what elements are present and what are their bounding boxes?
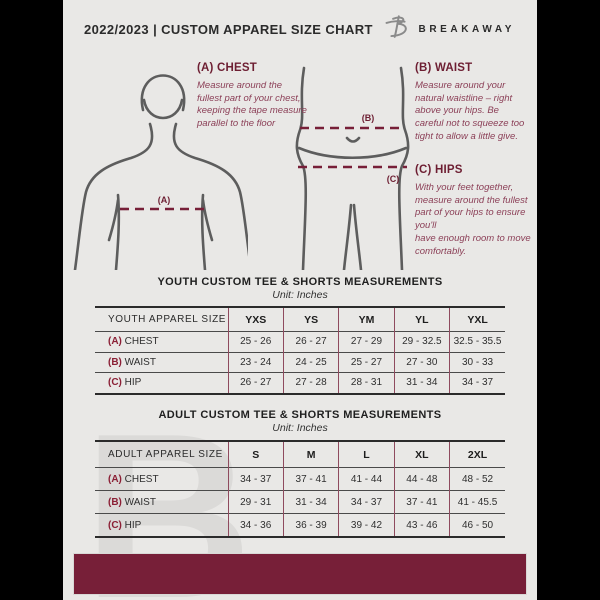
brand-name: BREAKAWAY: [418, 23, 515, 35]
page-title: 2022/2023 | CUSTOM APPAREL SIZE CHART: [84, 21, 373, 37]
hips-line-label: (C): [387, 174, 400, 184]
waist-line-label: (B): [362, 113, 375, 123]
measurement-value: 44 - 48: [393, 467, 450, 491]
measurement-value: 29 - 31: [227, 490, 284, 514]
size-column-header: S: [227, 441, 284, 468]
hips-measure-line: (C): [298, 165, 407, 184]
measurement-value: 25 - 27: [338, 352, 395, 373]
measurement-value: 41 - 45.5: [449, 490, 505, 514]
header: 2022/2023 | CUSTOM APPAREL SIZE CHART BR…: [84, 14, 515, 44]
measurement-diagrams: (A) (B) (C): [63, 58, 537, 270]
measurement-value: 27 - 28: [282, 372, 339, 394]
footer-bar: [73, 553, 527, 595]
measurement-value: 27 - 30: [393, 352, 450, 373]
measurement-label: (A) CHEST: [108, 473, 159, 485]
measurement-value: 31 - 34: [393, 372, 450, 394]
measurement-label: (A) CHEST: [108, 336, 159, 348]
measurement-value: 26 - 27: [227, 372, 284, 394]
size-column-header: 2XL: [449, 441, 505, 468]
measurement-value: 30 - 33: [449, 352, 505, 373]
size-column-header: YXS: [227, 307, 284, 332]
hips-heading: (C) HIPS: [415, 164, 463, 176]
measurement-prefix: (B): [108, 356, 122, 368]
measurement-value: 28 - 31: [338, 372, 395, 394]
measurement-prefix: (A): [108, 336, 122, 348]
measurement-value: 31 - 34: [282, 490, 339, 514]
measurement-value: 37 - 41: [393, 490, 450, 514]
adult-size-table: ADULT APPAREL SIZE S M L XL 2XL (A) CHEST 34 - …: [95, 440, 505, 538]
measurement-row: (B) WAIST 29 - 31 31 - 34 34 - 37 37 - 41 41 …: [95, 490, 505, 514]
measurement-row: (B) WAIST 23 - 24 24 - 25 25 - 27 27 - 30 30 …: [95, 352, 505, 373]
measurement-label: (C) HIP: [108, 377, 142, 389]
waist-note: (B) WAIST Measure around your natural wa…: [415, 62, 529, 144]
measurement-value: 23 - 24: [227, 352, 284, 373]
chest-measure-line: (A): [120, 195, 209, 211]
measurement-prefix: (C): [108, 377, 122, 389]
waist-measure-line: (B): [300, 113, 405, 130]
size-table-row-header: ADULT APPAREL SIZE: [108, 449, 223, 460]
measurement-value: 48 - 52: [449, 467, 505, 491]
hips-instructions: With your feet together, measure around …: [415, 182, 531, 257]
youth-unit-label: Unit: Inches: [272, 289, 328, 301]
measurement-value: 43 - 46: [393, 513, 450, 537]
brand-lockup: BREAKAWAY: [384, 14, 516, 45]
measurement-value: 27 - 29: [338, 331, 395, 352]
measurement-value: 26 - 27: [282, 331, 339, 352]
breakaway-b-logo-icon: [384, 14, 412, 45]
measurement-value: 34 - 36: [227, 513, 284, 537]
measurement-value: 34 - 37: [449, 372, 505, 394]
waist-heading: (B) WAIST: [415, 62, 473, 74]
adult-section-title: ADULT CUSTOM TEE & SHORTS MEASUREMENTS: [158, 409, 442, 421]
measurement-value: 32.5 - 35.5: [449, 331, 505, 352]
waist-instructions: Measure around your natural waistline – …: [415, 80, 525, 142]
size-column-header: M: [282, 441, 339, 468]
adult-unit-label: Unit: Inches: [272, 422, 328, 434]
chest-heading: (A) CHEST: [197, 62, 257, 74]
measurement-value: 41 - 44: [338, 467, 395, 491]
measurement-row: (A) CHEST 25 - 26 26 - 27 27 - 29 29 - 32.5 3…: [95, 331, 505, 352]
measurement-value: 29 - 32.5: [393, 331, 450, 352]
upper-body-figure: (A): [73, 74, 248, 270]
measurement-label: (B) WAIST: [108, 496, 156, 508]
youth-size-table: YOUTH APPAREL SIZE YXS YS YM YL YXL (A) CHEST 2…: [95, 306, 505, 395]
size-column-header: YS: [282, 307, 339, 332]
size-column-header: YM: [338, 307, 395, 332]
chest-instructions: Measure around the fullest part of your …: [197, 80, 307, 130]
measurement-row: (C) HIP 34 - 36 36 - 39 39 - 42 43 - 46 46 - …: [95, 513, 505, 537]
measurement-prefix: (A): [108, 473, 122, 485]
measurement-value: 39 - 42: [338, 513, 395, 537]
size-column-header: XL: [393, 441, 450, 468]
youth-section-title: YOUTH CUSTOM TEE & SHORTS MEASUREMENTS: [157, 276, 443, 288]
measurement-value: 34 - 37: [227, 467, 284, 491]
measurement-prefix: (B): [108, 496, 122, 508]
size-chart-document: 2022/2023 | CUSTOM APPAREL SIZE CHART BR…: [63, 0, 537, 600]
lower-body-figure: (B) (C): [295, 66, 410, 270]
size-column-header: YL: [393, 307, 450, 332]
measurement-label: (B) WAIST: [108, 356, 156, 368]
measurement-prefix: (C): [108, 519, 122, 531]
measurement-value: 24 - 25: [282, 352, 339, 373]
measurement-value: 37 - 41: [282, 467, 339, 491]
chest-note: (A) CHEST Measure around the fullest par…: [197, 62, 309, 131]
size-column-header: L: [338, 441, 395, 468]
measurement-value: 34 - 37: [338, 490, 395, 514]
measurement-value: 36 - 39: [282, 513, 339, 537]
size-column-header: YXL: [449, 307, 505, 332]
measurement-value: 25 - 26: [227, 331, 284, 352]
size-table-row-header: YOUTH APPAREL SIZE: [108, 314, 227, 325]
measurement-label: (C) HIP: [108, 519, 142, 531]
measurement-value: 46 - 50: [449, 513, 505, 537]
hips-note: (C) HIPS With your feet together, measur…: [415, 164, 537, 258]
measurement-row: (C) HIP 26 - 27 27 - 28 28 - 31 31 - 34 34 - …: [95, 372, 505, 394]
chest-line-label: (A): [158, 195, 171, 205]
measurement-row: (A) CHEST 34 - 37 37 - 41 41 - 44 44 - 48 48 …: [95, 467, 505, 491]
